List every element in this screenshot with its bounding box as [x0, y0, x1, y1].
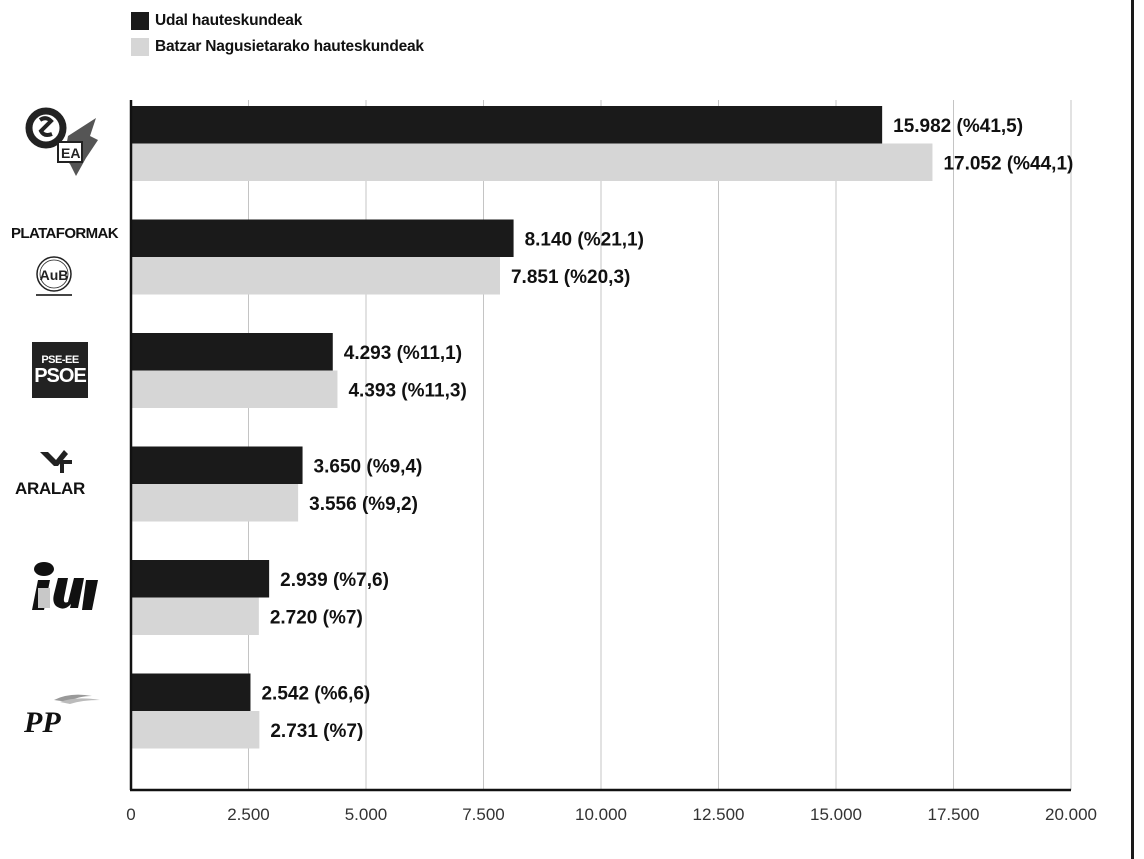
x-tick-label: 0	[126, 805, 135, 824]
legend-swatch-udal	[131, 12, 149, 30]
x-tick-label: 20.000	[1045, 805, 1097, 824]
data-label: 17.052 (%44,1)	[943, 153, 1073, 174]
bar	[131, 597, 259, 635]
svg-text:EA: EA	[61, 145, 80, 161]
x-tick-label: 15.000	[810, 805, 862, 824]
legend-item-udal: Udal hauteskundeak	[131, 8, 424, 34]
data-label: 15.982 (%41,5)	[893, 116, 1023, 137]
data-label: 4.393 (%11,3)	[348, 380, 466, 401]
pse-psoe-logo: PSE-EE PSOE	[32, 342, 88, 398]
bar	[131, 219, 514, 257]
x-tick-label: 7.500	[462, 805, 505, 824]
legend-swatch-batzar	[131, 38, 149, 56]
bar	[131, 560, 270, 598]
legend-label-batzar: Batzar Nagusietarako hauteskundeak	[155, 38, 424, 55]
pse-logo-bottom-text: PSOE	[34, 365, 87, 387]
x-tick-label: 2.500	[227, 805, 270, 824]
data-label: 2.939 (%7,6)	[280, 570, 389, 591]
bar	[131, 257, 500, 295]
legend-label-udal: Udal hauteskundeak	[155, 12, 303, 29]
legend-item-batzar: Batzar Nagusietarako hauteskundeak	[131, 34, 424, 60]
svg-text:PP: PP	[23, 706, 61, 739]
bar	[131, 333, 333, 371]
bar	[131, 143, 933, 181]
data-label: 8.140 (%21,1)	[525, 229, 644, 250]
bar	[131, 370, 338, 408]
svg-text:AuB: AuB	[40, 267, 69, 283]
x-tick-label: 17.500	[928, 805, 980, 824]
x-tick-label: 5.000	[345, 805, 388, 824]
plataformak-logo-text: PLATAFORMAK	[11, 225, 119, 242]
aralar-logo-text: ARALAR	[15, 479, 85, 498]
pp-logo: PP	[23, 694, 100, 739]
bar	[131, 673, 251, 711]
data-label: 7.851 (%20,3)	[511, 267, 630, 288]
data-label: 3.556 (%9,2)	[309, 494, 418, 515]
data-label: 2.731 (%7)	[270, 721, 363, 742]
data-label: 2.542 (%6,6)	[261, 683, 370, 704]
bar	[131, 446, 303, 484]
aub-logo: AuB	[36, 256, 72, 296]
bar	[131, 711, 260, 749]
data-label: 3.650 (%9,4)	[314, 456, 423, 477]
pse-logo-top-text: PSE-EE	[41, 354, 79, 366]
bar	[131, 106, 883, 144]
eaj-ea-logo: EA	[25, 107, 98, 176]
data-label: 4.293 (%11,1)	[344, 343, 462, 364]
bar	[131, 484, 299, 522]
aralar-logo-mark	[40, 450, 72, 473]
legend: Udal hauteskundeak Batzar Nagusietarako …	[131, 8, 424, 60]
x-tick-label: 12.500	[693, 805, 745, 824]
x-tick-label: 10.000	[575, 805, 627, 824]
iu-logo	[32, 562, 98, 610]
data-label: 2.720 (%7)	[270, 607, 363, 628]
right-border-line	[1131, 0, 1134, 859]
